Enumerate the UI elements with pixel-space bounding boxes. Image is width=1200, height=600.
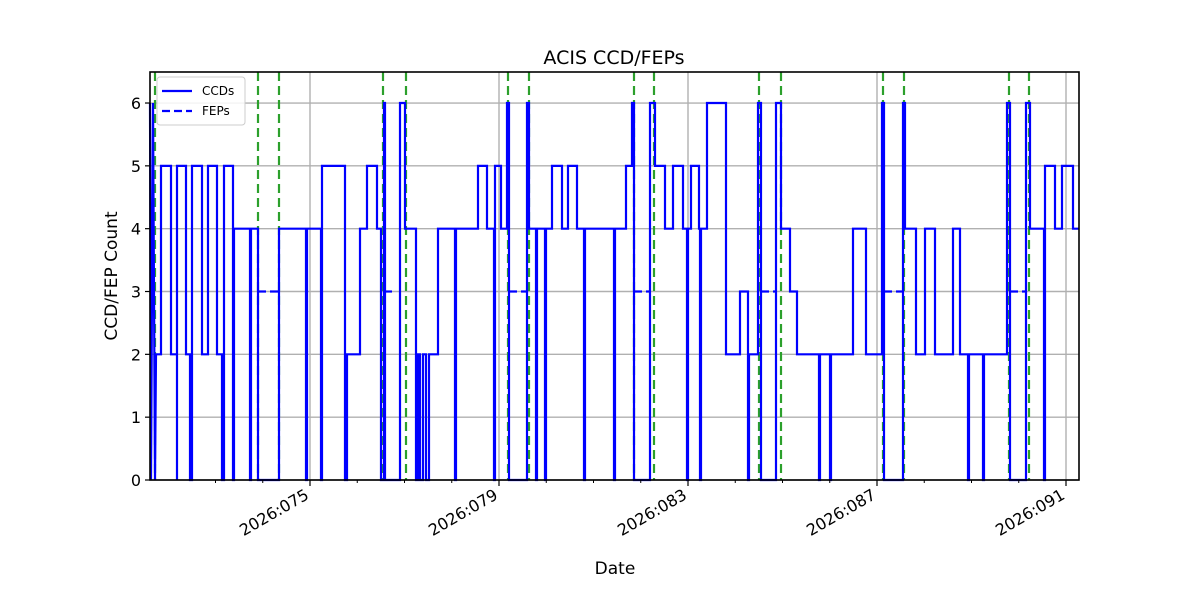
legend-ccd-label: CCDs: [202, 84, 234, 98]
x-tick-label: 2026:091: [992, 485, 1068, 540]
plot-frame: [149, 71, 1080, 481]
ccd-series-line: [148, 101, 1079, 482]
x-tick-label: 2026:083: [614, 485, 690, 540]
y-tick-label: 6: [131, 94, 141, 113]
y-tick-label: 2: [131, 345, 141, 364]
x-tick-label: 2026:079: [425, 485, 501, 540]
y-axis: 0 1 2 3 4 5 6: [131, 94, 150, 490]
y-tick-label: 0: [131, 471, 141, 490]
legend: CCDs FEPs: [156, 76, 246, 126]
x-axis: 2026:075 2026:079 2026:083 2026:087 2026:091: [215, 480, 1068, 540]
x-tick-label: 2026:075: [236, 485, 312, 540]
x-tick-label: 2026:087: [803, 485, 879, 540]
y-tick-label: 4: [131, 220, 141, 239]
y-tick-label: 3: [131, 283, 141, 302]
x-axis-label: Date: [595, 559, 636, 579]
legend-fep-label: FEPs: [202, 104, 230, 118]
legend-box: [156, 76, 246, 126]
y-axis-label: CCD/FEP Count: [102, 211, 122, 341]
chart-title: ACIS CCD/FEPs: [543, 47, 684, 69]
y-tick-label: 5: [131, 157, 141, 176]
y-tick-label: 1: [131, 408, 141, 427]
comm-pass-lines: [153, 72, 1031, 480]
